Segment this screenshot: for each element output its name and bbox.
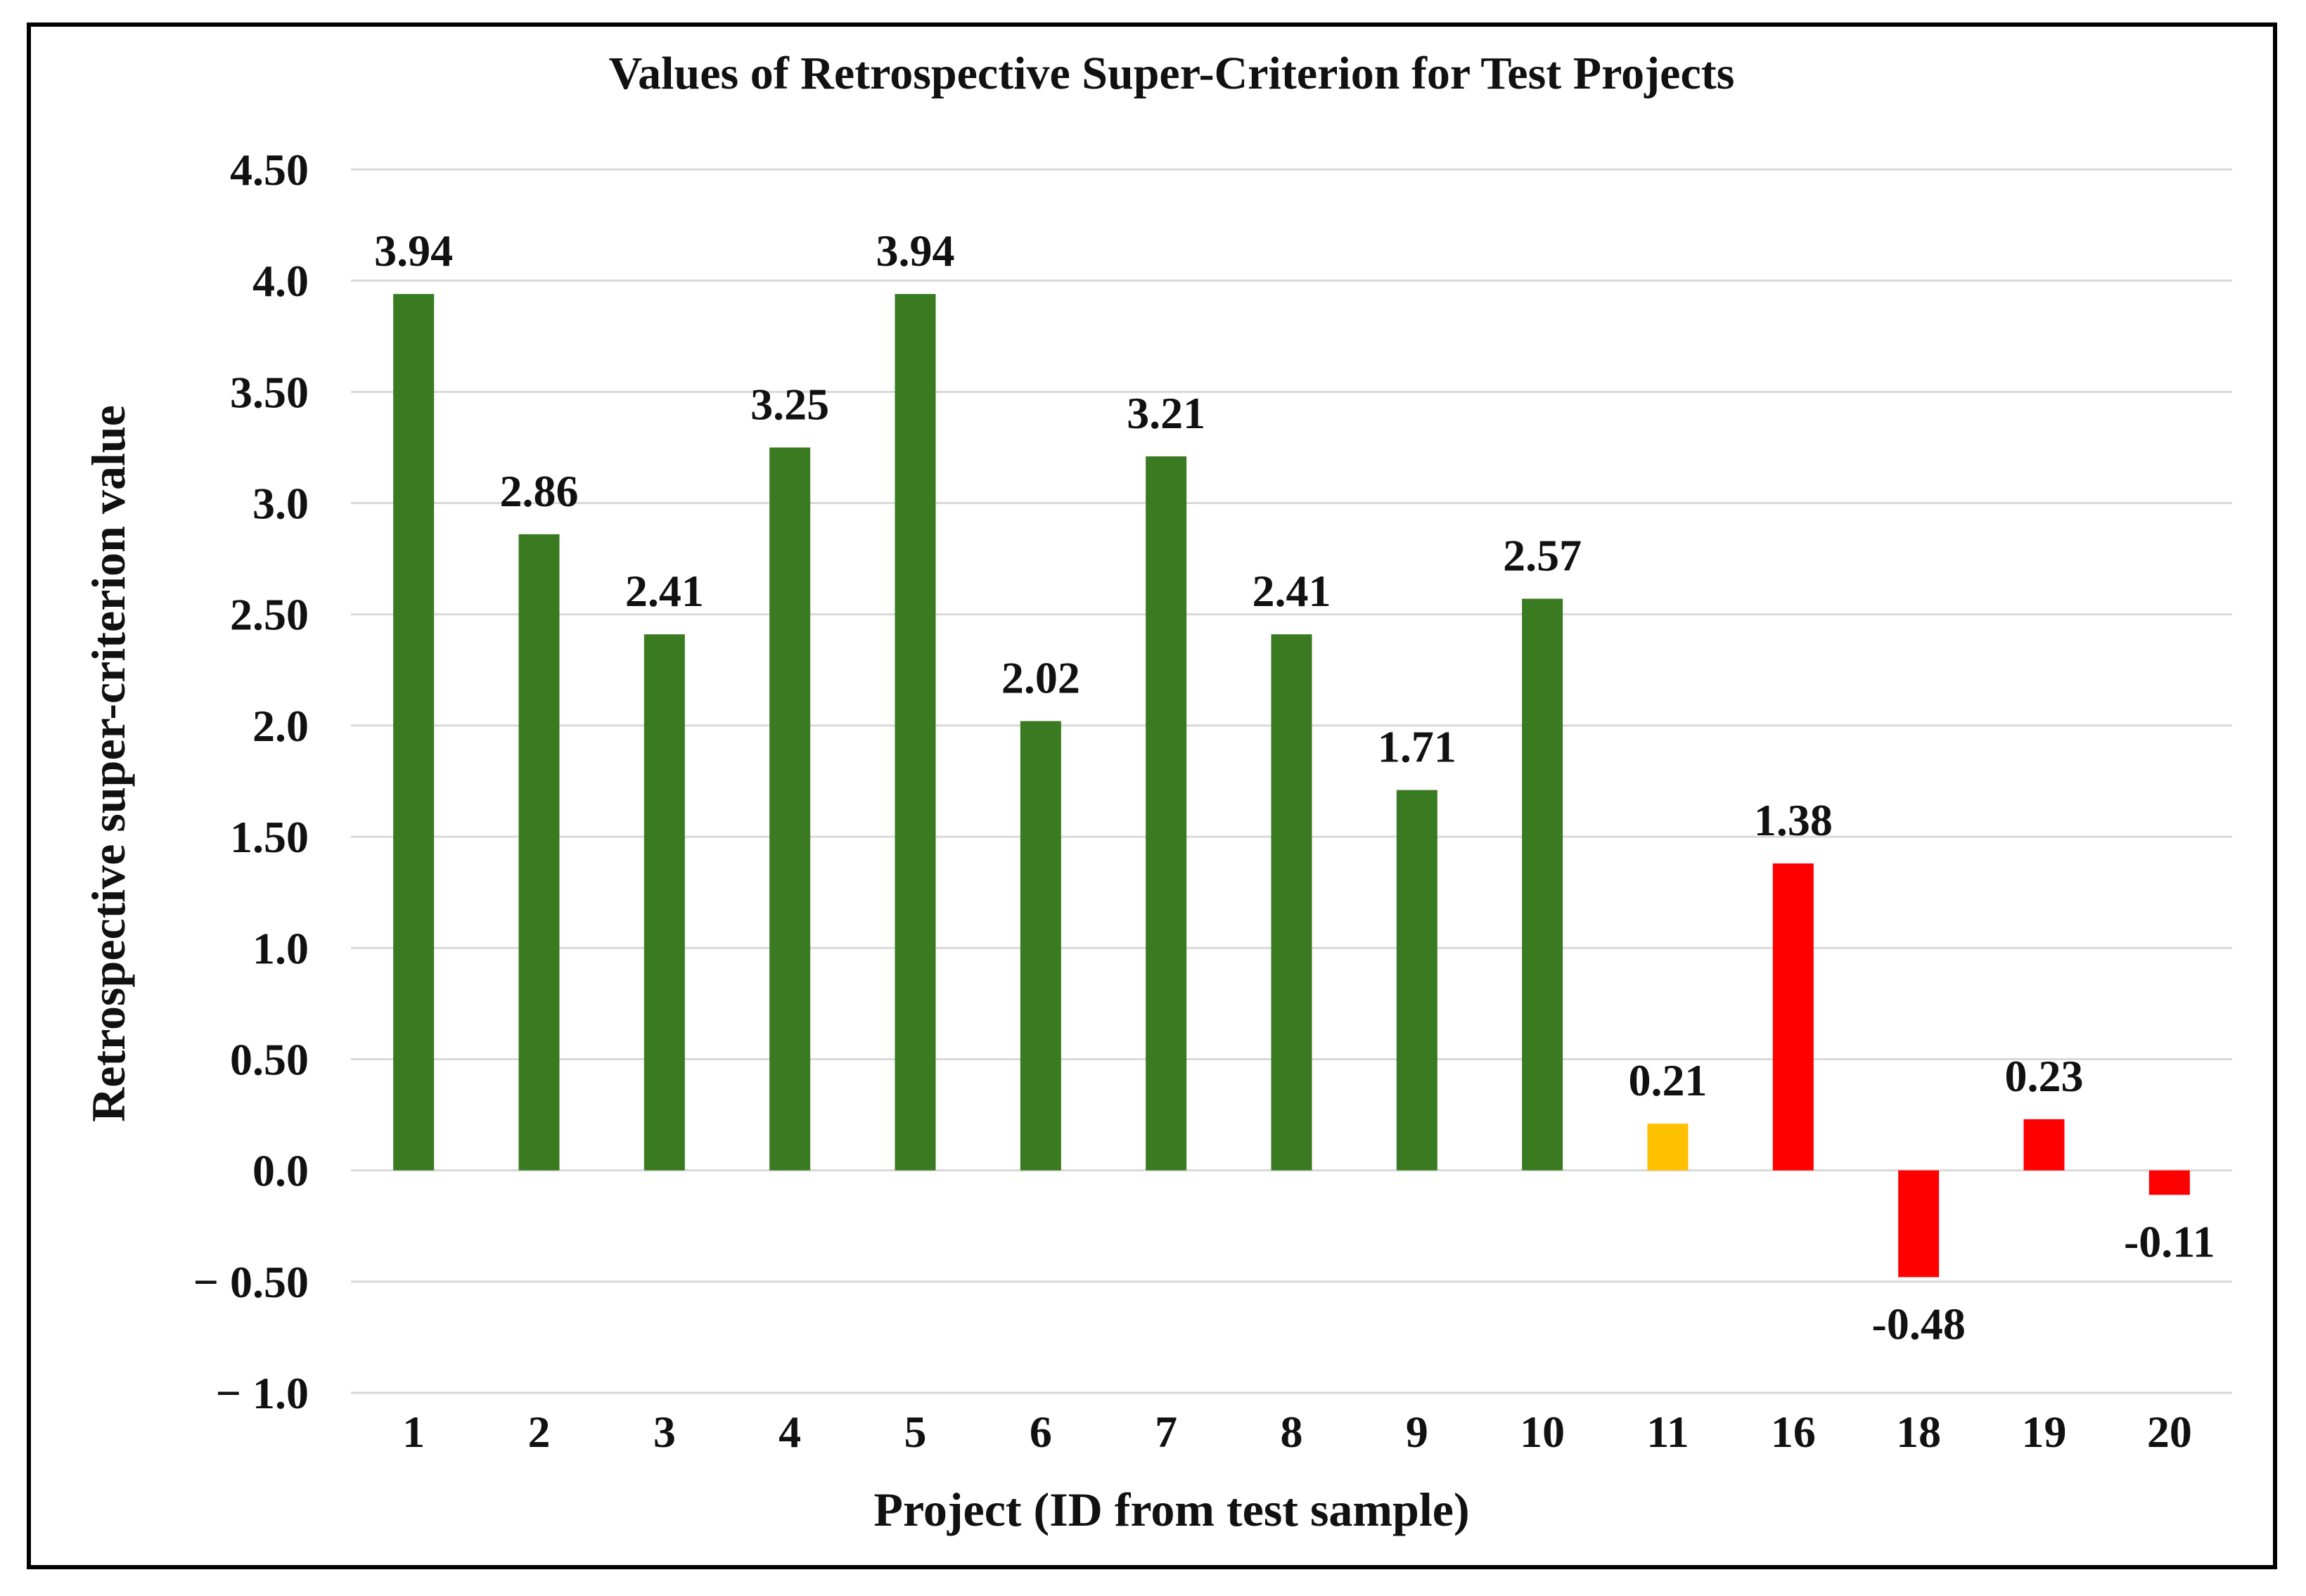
data-label: 3.25 bbox=[750, 379, 829, 429]
y-axis-title: Retrospective super-criterion value bbox=[82, 405, 135, 1122]
y-tick-label: 3.0 bbox=[252, 479, 309, 529]
bar-project-5 bbox=[895, 294, 936, 1171]
bar-project-10 bbox=[1522, 598, 1563, 1171]
data-label: 2.41 bbox=[1253, 566, 1331, 616]
x-tick-label: 3 bbox=[653, 1407, 676, 1457]
bar-project-4 bbox=[769, 447, 811, 1171]
y-tick-label: 2.0 bbox=[252, 701, 309, 751]
y-tick-label: 3.50 bbox=[230, 367, 309, 417]
bar-project-19 bbox=[2023, 1119, 2065, 1171]
x-tick-label: 19 bbox=[2022, 1407, 2067, 1457]
data-label: 2.86 bbox=[500, 466, 579, 516]
y-tick-label: 0.50 bbox=[230, 1034, 309, 1084]
data-label: 2.41 bbox=[625, 566, 704, 616]
data-label: 1.71 bbox=[1378, 722, 1456, 772]
bar-project-8 bbox=[1271, 634, 1312, 1171]
x-tick-label: 2 bbox=[528, 1407, 551, 1457]
x-tick-label: 18 bbox=[1896, 1407, 1941, 1457]
y-tick-label: − 0.50 bbox=[193, 1257, 309, 1307]
chart-title: Values of Retrospective Super-Criterion … bbox=[609, 48, 1735, 99]
data-label: 3.21 bbox=[1127, 388, 1205, 438]
data-label: 2.02 bbox=[1001, 653, 1080, 703]
x-axis-title: Project (ID from test sample) bbox=[873, 1483, 1469, 1536]
bars bbox=[393, 294, 2190, 1278]
x-tick-label: 4 bbox=[779, 1407, 801, 1457]
x-tick-label: 6 bbox=[1030, 1407, 1052, 1457]
x-tick-label: 20 bbox=[2147, 1407, 2192, 1457]
chart-frame: Values of Retrospective Super-Criterion … bbox=[27, 22, 2277, 1569]
y-tick-label: 1.50 bbox=[230, 812, 309, 862]
bar-project-3 bbox=[643, 634, 685, 1171]
data-labels: 3.94 2.86 2.41 3.25 3.94 2.02 3.21 2.41 1.71 2.57… bbox=[374, 226, 2215, 1349]
data-label: -0.11 bbox=[2124, 1216, 2215, 1266]
x-tick-label: 11 bbox=[1646, 1407, 1689, 1457]
bar-project-1 bbox=[393, 294, 435, 1171]
data-label: -0.48 bbox=[1872, 1299, 1966, 1349]
x-axis-ticks: 1 2 3 4 5 6 7 8 9 10 11 16 18 19 20 bbox=[402, 1407, 2192, 1457]
bar-project-18 bbox=[1898, 1170, 1940, 1278]
bar-project-9 bbox=[1396, 790, 1437, 1171]
data-label: 0.23 bbox=[2005, 1051, 2084, 1101]
y-tick-label: 0.0 bbox=[252, 1146, 309, 1196]
data-label: 3.94 bbox=[374, 226, 453, 276]
bar-project-20 bbox=[2148, 1170, 2190, 1195]
x-tick-label: 9 bbox=[1406, 1407, 1428, 1457]
x-tick-label: 7 bbox=[1155, 1407, 1177, 1457]
bar-project-2 bbox=[518, 534, 560, 1171]
y-tick-label: 1.0 bbox=[252, 923, 309, 973]
data-label: 3.94 bbox=[876, 226, 955, 276]
y-tick-label: 4.0 bbox=[252, 256, 309, 306]
bar-chart: Values of Retrospective Super-Criterion … bbox=[82, 48, 2232, 1536]
x-tick-label: 8 bbox=[1281, 1407, 1303, 1457]
x-tick-label: 5 bbox=[904, 1407, 927, 1457]
data-label: 2.57 bbox=[1503, 531, 1582, 581]
y-tick-label: 4.50 bbox=[230, 145, 309, 195]
x-tick-label: 16 bbox=[1771, 1407, 1816, 1457]
x-tick-label: 1 bbox=[402, 1407, 425, 1457]
y-tick-label: 2.50 bbox=[230, 590, 309, 640]
bar-project-11 bbox=[1647, 1124, 1689, 1171]
data-label: 1.38 bbox=[1754, 795, 1833, 845]
bar-project-7 bbox=[1146, 456, 1187, 1171]
data-label: 0.21 bbox=[1629, 1055, 1708, 1105]
bar-project-16 bbox=[1772, 863, 1814, 1171]
x-tick-label: 10 bbox=[1520, 1407, 1565, 1457]
bar-project-6 bbox=[1020, 721, 1061, 1171]
y-tick-label: − 1.0 bbox=[216, 1368, 309, 1418]
y-axis-ticks: 4.50 4.0 3.50 3.0 2.50 2.0 1.50 1.0 0.50 0.0 − 0.5… bbox=[193, 145, 309, 1418]
